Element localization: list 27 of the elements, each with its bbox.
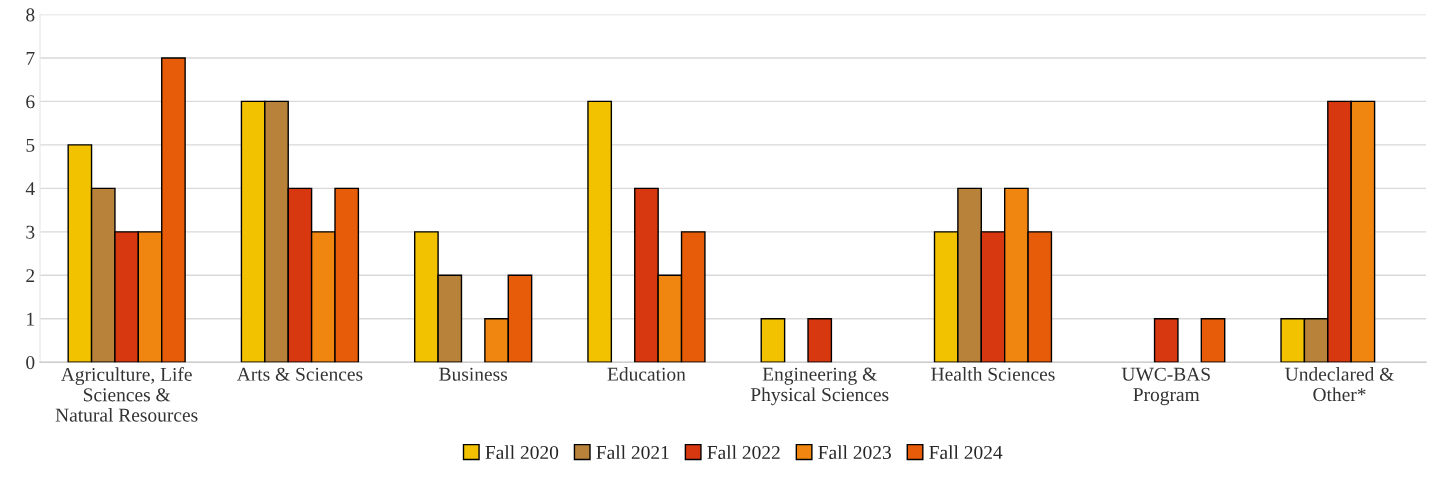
- x-tick-label: Arts & Sciences: [236, 367, 363, 381]
- bar: [1153, 318, 1179, 363]
- legend-label: Fall 2023: [818, 445, 891, 460]
- y-tick-label: 3: [26, 225, 35, 239]
- x-tick-label: UWC-BAS Program: [1121, 367, 1210, 406]
- y-tick-label: 5: [26, 138, 35, 152]
- y-tick-label: 6: [26, 95, 35, 109]
- x-tick-label: Undeclared & Other*: [1285, 367, 1394, 402]
- y-tick-label: 7: [26, 51, 35, 65]
- x-tick-label: Health Sciences: [931, 367, 1055, 381]
- legend-label: Fall 2022: [707, 445, 780, 460]
- bar: [1200, 318, 1226, 363]
- bar: [760, 318, 786, 363]
- y-tick-label: 4: [25, 182, 35, 196]
- x-tick-label: Business: [439, 367, 508, 381]
- x-tick-label: Agriculture, Life Sciences & Natural Resources: [55, 367, 198, 422]
- legend-label: Fall 2024: [929, 445, 1003, 460]
- x-tick-label: Education: [607, 367, 686, 381]
- y-tick-label: 2: [26, 269, 35, 283]
- bar: [587, 100, 613, 363]
- y-tick-label: 1: [27, 312, 34, 326]
- legend-label: Fall 2021: [596, 445, 669, 460]
- bar: [807, 318, 833, 363]
- x-tick-label: Engineering & Physical Sciences: [750, 367, 889, 406]
- y-tick-label: 0: [26, 356, 35, 370]
- y-tick-label: 8: [26, 8, 35, 22]
- legend-label: Fall 2020: [485, 445, 559, 460]
